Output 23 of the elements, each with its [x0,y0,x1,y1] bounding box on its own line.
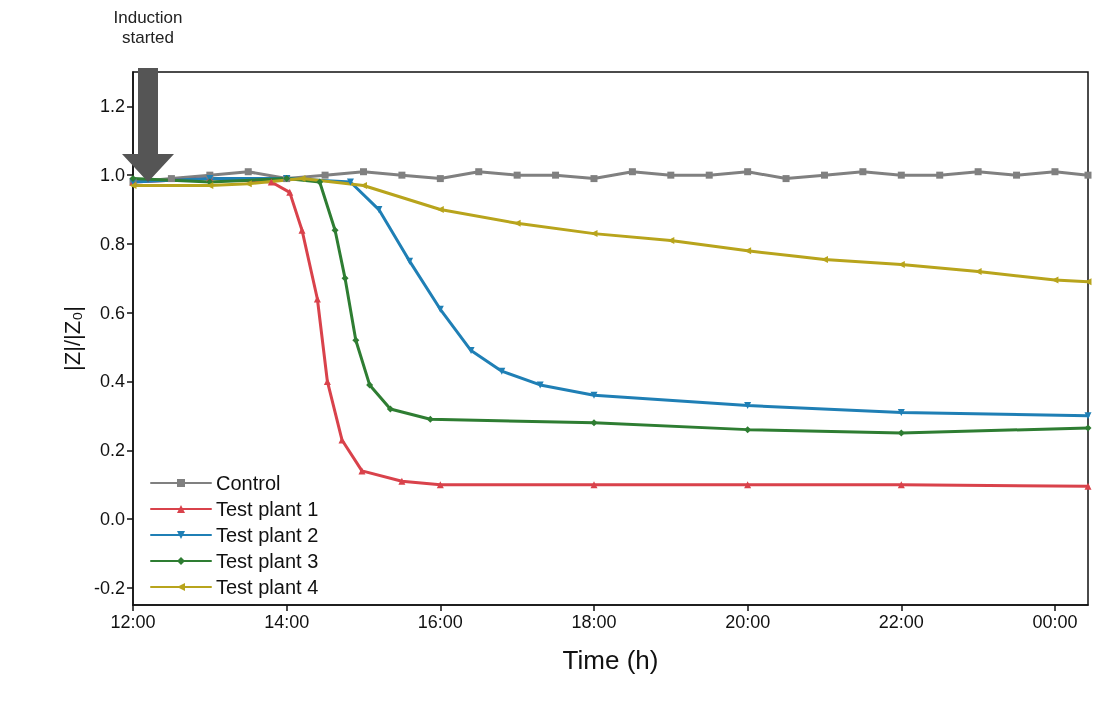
legend-label: Test plant 3 [216,550,319,572]
text: Induction started [112,8,184,48]
y-axis-title: |Z|/|Z₀| [59,306,85,371]
y-tick-label: 0.0 [99,509,125,530]
y-tick-label: 1.2 [99,96,125,117]
x-tick-label: 16:00 [417,612,463,632]
y-tick-label: 0.2 [99,440,125,461]
y-tick-label: 0.6 [99,302,125,323]
legend-label: Test plant 4 [216,576,319,598]
x-tick-label: 14:00 [264,612,310,632]
x-tick-label: 22:00 [878,612,924,632]
x-axis-title: Time (h) [562,645,659,675]
y-tick-label: 0.8 [99,233,125,254]
x-tick-label: 00:00 [1032,612,1078,632]
x-tick-label: 12:00 [110,612,156,632]
legend-label: Test plant 1 [216,498,319,520]
x-tick-label: 20:00 [725,612,771,632]
y-tick-label: -0.2 [93,577,125,598]
x-tick-label: 18:00 [571,612,617,632]
y-tick-label: 1.0 [99,165,125,186]
y-tick-label: 0.4 [99,371,125,392]
legend-label: Control [216,472,281,494]
legend-label: Test plant 2 [216,524,319,546]
